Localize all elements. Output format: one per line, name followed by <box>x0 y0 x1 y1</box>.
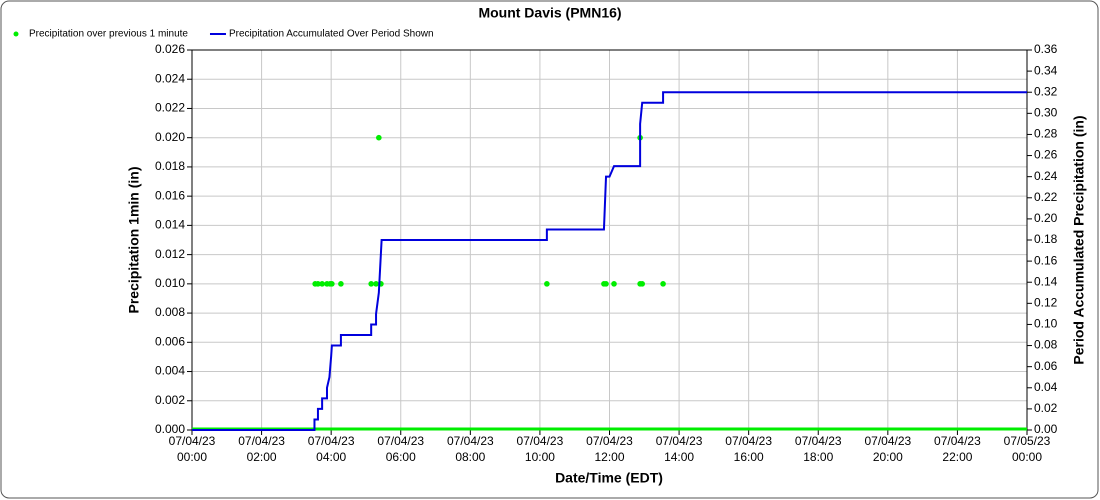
x-tick-label: 07/04/23 22:00 <box>934 434 981 464</box>
point <box>660 281 666 287</box>
y-tick-label: 0.020 <box>155 130 185 144</box>
y2-tick-label: 0.22 <box>1034 190 1058 204</box>
y-tick-label: 0.006 <box>155 334 185 348</box>
x-tick-label: 07/04/23 14:00 <box>656 434 703 464</box>
x-tick-line: 07/04/23 <box>169 434 216 448</box>
y2-tick-label: 0.14 <box>1034 274 1058 288</box>
point <box>338 281 344 287</box>
legend-label: Precipitation over previous 1 minute <box>29 29 188 40</box>
y-tick-label: 0.012 <box>155 247 185 261</box>
y2-tick-label: 0.08 <box>1034 338 1058 352</box>
y2-tick-label: 0.30 <box>1034 106 1058 120</box>
x-tick-label: 07/04/23 12:00 <box>586 434 633 464</box>
y2-tick-label: 0.32 <box>1034 84 1058 98</box>
y-tick-label: 0.000 <box>155 422 185 436</box>
point <box>315 281 321 287</box>
x-tick-label: 07/04/23 20:00 <box>864 434 911 464</box>
y2-tick-label: 0.24 <box>1034 169 1058 183</box>
x-tick-label: 07/04/23 08:00 <box>447 434 494 464</box>
x-tick-line: 07/04/23 <box>795 434 842 448</box>
x-tick-label: 07/04/23 00:00 <box>169 434 216 464</box>
y-tick-label: 0.022 <box>155 101 185 115</box>
y-tick-label: 0.026 <box>155 42 185 56</box>
x-tick-line: 02:00 <box>247 450 277 464</box>
x-tick-line: 16:00 <box>734 450 764 464</box>
x-tick-label: 07/04/23 02:00 <box>238 434 285 464</box>
point <box>319 281 325 287</box>
point <box>639 281 646 287</box>
x-tick-label: 07/04/23 18:00 <box>795 434 842 464</box>
y2-tick-label: 0.02 <box>1034 401 1058 415</box>
y-tick-label: 0.018 <box>155 159 185 173</box>
y2-tick-label: 0.04 <box>1034 380 1058 394</box>
legend-marker <box>13 31 19 37</box>
point <box>329 281 335 287</box>
x-tick-line: 07/04/23 <box>586 434 633 448</box>
x-tick-label: 07/04/23 04:00 <box>308 434 355 464</box>
x-tick-line: 18:00 <box>803 450 833 464</box>
y-tick-label: 0.008 <box>155 305 185 319</box>
x-tick-line: 06:00 <box>386 450 416 464</box>
accumulated-line <box>192 91 1027 431</box>
y2-tick-label: 0.18 <box>1034 232 1058 246</box>
point <box>368 281 374 287</box>
x-tick-line: 07/04/23 <box>447 434 494 448</box>
y2-tick-label: 0.20 <box>1034 211 1058 225</box>
x-tick-line: 00:00 <box>1012 450 1042 464</box>
y2-tick-label: 0.00 <box>1034 422 1058 436</box>
x-tick-line: 07/04/23 <box>864 434 911 448</box>
x-tick-line: 07/04/23 <box>238 434 285 448</box>
x-tick-line: 08:00 <box>455 450 485 464</box>
y2-axis-label: Period Accumulated Precipitation (in) <box>1071 115 1087 364</box>
y2-tick-label: 0.06 <box>1034 359 1058 373</box>
x-tick-line: 12:00 <box>594 450 624 464</box>
y-tick-label: 0.004 <box>155 364 185 378</box>
chart-title: Mount Davis (PMN16) <box>478 5 621 21</box>
y2-tick-label: 0.26 <box>1034 148 1058 162</box>
y2-tick-label: 0.36 <box>1034 42 1058 56</box>
x-tick-line: 10:00 <box>525 450 555 464</box>
y2-tick-label: 0.10 <box>1034 317 1058 331</box>
x-tick-line: 07/05/23 <box>1004 434 1051 448</box>
x-tick-line: 14:00 <box>664 450 694 464</box>
y-axis-label: Precipitation 1min (in) <box>126 166 142 313</box>
y2-tick-label: 0.34 <box>1034 63 1058 77</box>
y-tick-label: 0.024 <box>155 71 185 85</box>
point <box>376 134 382 141</box>
point <box>603 281 609 287</box>
y2-tick-label: 0.28 <box>1034 127 1058 141</box>
x-tick-label: 07/05/23 00:00 <box>1004 434 1051 464</box>
x-tick-line: 07/04/23 <box>377 434 424 448</box>
legend-label: Precipitation Accumulated Over Period Sh… <box>229 29 434 40</box>
x-tick-line: 07/04/23 <box>308 434 355 448</box>
x-tick-line: 20:00 <box>873 450 903 464</box>
point <box>544 281 550 287</box>
y-tick-label: 0.014 <box>155 218 185 232</box>
x-tick-label: 07/04/23 10:00 <box>517 434 564 464</box>
y2-tick-label: 0.16 <box>1034 253 1058 267</box>
x-tick-line: 04:00 <box>316 450 346 464</box>
point <box>611 281 617 287</box>
y-tick-label: 0.002 <box>155 393 185 407</box>
y2-tick-label: 0.12 <box>1034 296 1058 310</box>
x-tick-label: 07/04/23 06:00 <box>377 434 424 464</box>
x-tick-line: 00:00 <box>177 450 207 464</box>
x-tick-label: 07/04/23 16:00 <box>725 434 772 464</box>
x-tick-line: 07/04/23 <box>934 434 981 448</box>
y-tick-label: 0.010 <box>155 276 185 290</box>
x-tick-line: 07/04/23 <box>517 434 564 448</box>
point <box>373 281 379 287</box>
x-tick-line: 07/04/23 <box>725 434 772 448</box>
x-axis-label: Date/Time (EDT) <box>555 470 663 486</box>
x-tick-line: 07/04/23 <box>656 434 703 448</box>
y-tick-label: 0.016 <box>155 188 185 202</box>
x-tick-line: 22:00 <box>942 450 972 464</box>
